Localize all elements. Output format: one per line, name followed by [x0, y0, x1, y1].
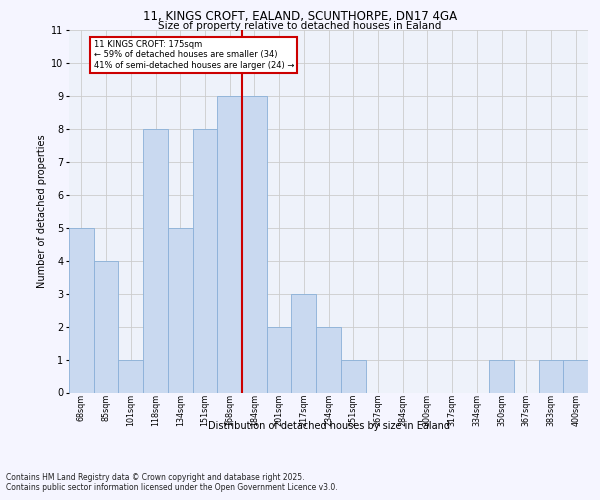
Bar: [316, 326, 341, 392]
Bar: [563, 360, 588, 392]
Bar: [69, 228, 94, 392]
Bar: [539, 360, 563, 392]
Text: Distribution of detached houses by size in Ealand: Distribution of detached houses by size …: [208, 421, 450, 431]
Text: Contains HM Land Registry data © Crown copyright and database right 2025.: Contains HM Land Registry data © Crown c…: [6, 472, 305, 482]
Bar: [242, 96, 267, 392]
Text: 11, KINGS CROFT, EALAND, SCUNTHORPE, DN17 4GA: 11, KINGS CROFT, EALAND, SCUNTHORPE, DN1…: [143, 10, 457, 23]
Text: Size of property relative to detached houses in Ealand: Size of property relative to detached ho…: [158, 21, 442, 31]
Bar: [193, 129, 217, 392]
Bar: [267, 326, 292, 392]
Text: Contains public sector information licensed under the Open Government Licence v3: Contains public sector information licen…: [6, 484, 338, 492]
Bar: [217, 96, 242, 392]
Bar: [341, 360, 365, 392]
Bar: [94, 260, 118, 392]
Bar: [118, 360, 143, 392]
Bar: [489, 360, 514, 392]
Bar: [292, 294, 316, 392]
Text: 11 KINGS CROFT: 175sqm
← 59% of detached houses are smaller (34)
41% of semi-det: 11 KINGS CROFT: 175sqm ← 59% of detached…: [94, 40, 294, 70]
Bar: [143, 129, 168, 392]
Y-axis label: Number of detached properties: Number of detached properties: [37, 134, 47, 288]
Bar: [168, 228, 193, 392]
